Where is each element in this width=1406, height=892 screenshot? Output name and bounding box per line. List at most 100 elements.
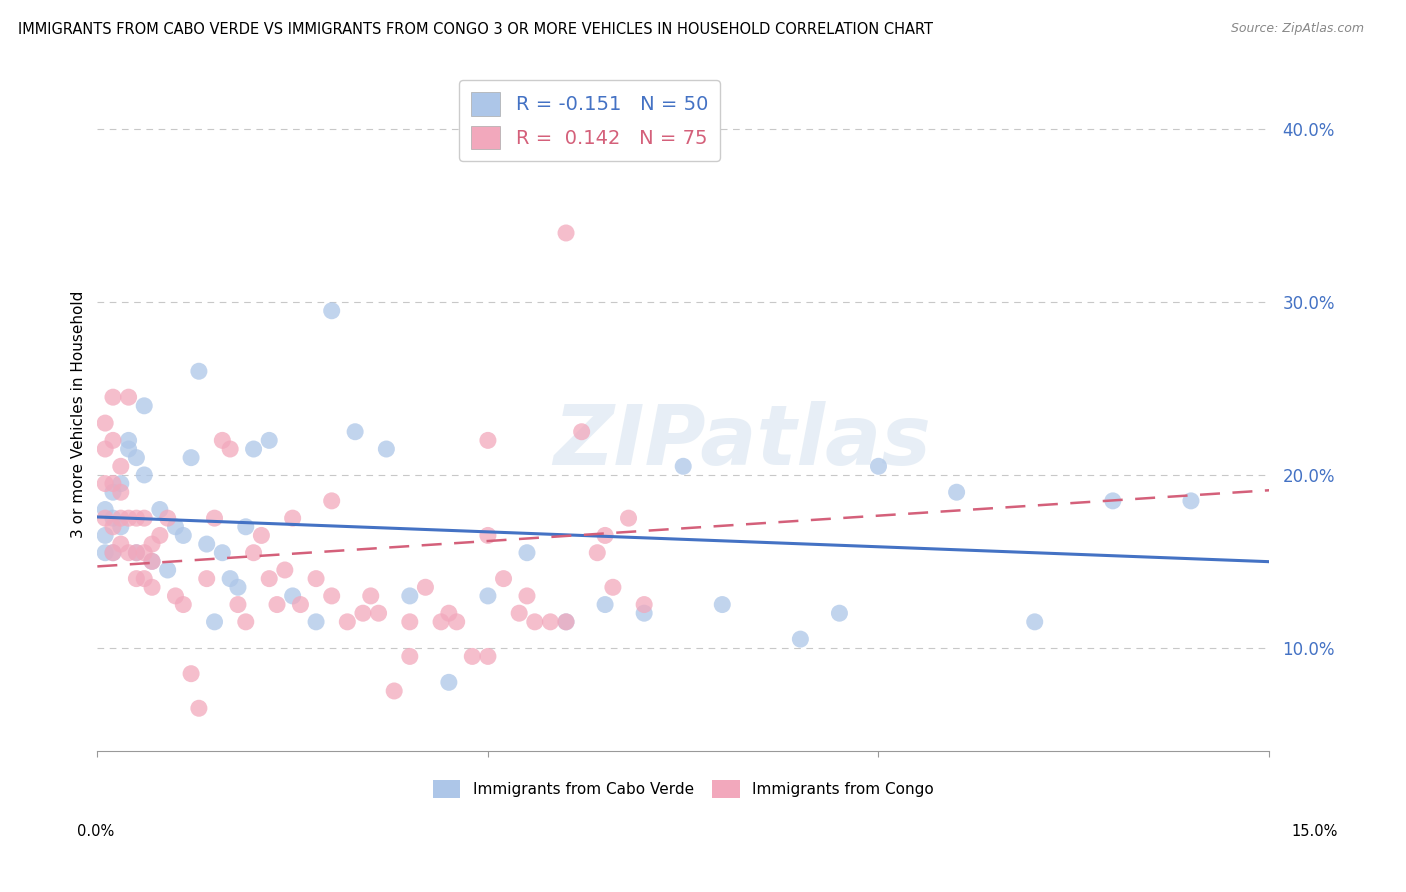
Point: [711, 598, 734, 612]
Point: [492, 572, 515, 586]
Point: [94, 528, 117, 542]
Point: [141, 554, 163, 568]
Point: [477, 528, 499, 542]
Point: [219, 442, 242, 456]
Point: [945, 485, 967, 500]
Point: [94, 442, 117, 456]
Point: [242, 546, 264, 560]
Point: [633, 598, 655, 612]
Point: [398, 615, 420, 629]
Point: [141, 554, 163, 568]
Text: Source: ZipAtlas.com: Source: ZipAtlas.com: [1230, 22, 1364, 36]
Point: [134, 572, 156, 586]
Point: [101, 546, 124, 560]
Point: [180, 666, 202, 681]
Point: [117, 390, 139, 404]
Point: [187, 364, 209, 378]
Point: [257, 572, 280, 586]
Point: [125, 450, 148, 465]
Point: [125, 546, 148, 560]
Point: [571, 425, 593, 439]
Point: [94, 502, 117, 516]
Point: [235, 615, 257, 629]
Point: [226, 598, 249, 612]
Point: [110, 537, 132, 551]
Point: [94, 546, 117, 560]
Point: [477, 649, 499, 664]
Point: [508, 606, 530, 620]
Point: [1101, 494, 1123, 508]
Point: [586, 546, 609, 560]
Point: [134, 546, 156, 560]
Legend: Immigrants from Cabo Verde, Immigrants from Congo: Immigrants from Cabo Verde, Immigrants f…: [427, 773, 939, 805]
Point: [134, 399, 156, 413]
Point: [172, 598, 194, 612]
Point: [149, 502, 172, 516]
Point: [305, 615, 328, 629]
Point: [101, 520, 124, 534]
Point: [555, 615, 578, 629]
Point: [868, 459, 890, 474]
Point: [134, 467, 156, 482]
Point: [281, 589, 304, 603]
Point: [149, 528, 172, 542]
Point: [141, 537, 163, 551]
Point: [94, 511, 117, 525]
Text: 0.0%: 0.0%: [77, 824, 114, 838]
Point: [117, 442, 139, 456]
Text: ZIPatlas: ZIPatlas: [553, 401, 931, 482]
Point: [336, 615, 359, 629]
Point: [437, 606, 460, 620]
Point: [94, 476, 117, 491]
Point: [257, 434, 280, 448]
Point: [398, 649, 420, 664]
Point: [235, 520, 257, 534]
Point: [672, 459, 695, 474]
Point: [101, 476, 124, 491]
Point: [117, 511, 139, 525]
Point: [211, 546, 233, 560]
Point: [555, 226, 578, 240]
Point: [180, 450, 202, 465]
Point: [415, 580, 437, 594]
Point: [117, 546, 139, 560]
Point: [110, 459, 132, 474]
Point: [430, 615, 453, 629]
Point: [125, 572, 148, 586]
Point: [195, 572, 218, 586]
Point: [141, 580, 163, 594]
Point: [134, 511, 156, 525]
Point: [156, 511, 179, 525]
Point: [101, 390, 124, 404]
Point: [352, 606, 374, 620]
Point: [290, 598, 312, 612]
Text: IMMIGRANTS FROM CABO VERDE VS IMMIGRANTS FROM CONGO 3 OR MORE VEHICLES IN HOUSEH: IMMIGRANTS FROM CABO VERDE VS IMMIGRANTS…: [18, 22, 934, 37]
Point: [204, 615, 226, 629]
Point: [101, 511, 124, 525]
Point: [226, 580, 249, 594]
Point: [274, 563, 297, 577]
Point: [321, 589, 343, 603]
Point: [165, 520, 187, 534]
Point: [187, 701, 209, 715]
Point: [477, 434, 499, 448]
Point: [110, 511, 132, 525]
Point: [125, 511, 148, 525]
Point: [461, 649, 484, 664]
Point: [165, 589, 187, 603]
Point: [375, 442, 398, 456]
Point: [828, 606, 851, 620]
Point: [360, 589, 382, 603]
Point: [617, 511, 640, 525]
Point: [125, 546, 148, 560]
Point: [516, 589, 538, 603]
Point: [555, 615, 578, 629]
Point: [219, 572, 242, 586]
Text: 15.0%: 15.0%: [1292, 824, 1337, 838]
Point: [101, 485, 124, 500]
Point: [110, 476, 132, 491]
Point: [211, 434, 233, 448]
Point: [94, 416, 117, 430]
Point: [477, 589, 499, 603]
Point: [1180, 494, 1202, 508]
